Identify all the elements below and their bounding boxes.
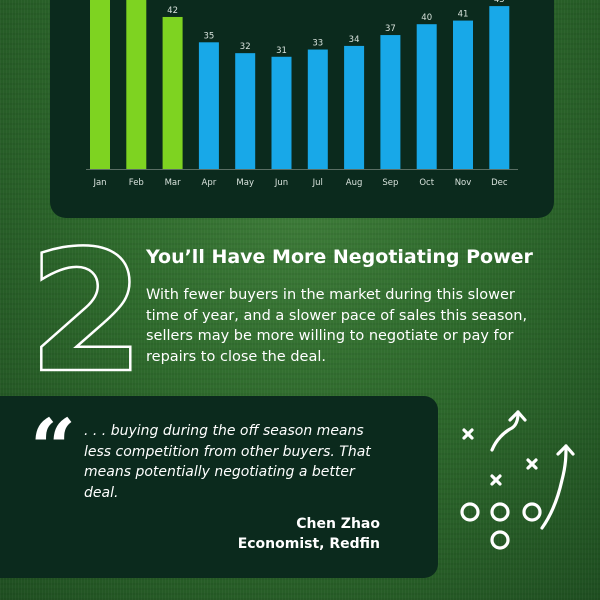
x-mark-icon xyxy=(490,474,502,486)
x-tick-label-mar: Mar xyxy=(165,178,182,188)
bar-jan xyxy=(90,0,110,169)
x-tick-label-feb: Feb xyxy=(129,178,144,188)
x-tick-label-apr: Apr xyxy=(202,178,217,188)
author-title: Economist, Redfin xyxy=(237,536,380,552)
x-tick-label-jul: Jul xyxy=(312,178,323,188)
section-number: 2 xyxy=(27,214,146,410)
x-tick-label-nov: Nov xyxy=(455,178,472,188)
quote-text: . . . buying during the off season means… xyxy=(84,423,371,501)
bar-jul xyxy=(307,49,328,169)
quote-attribution: Chen Zhao Economist, Redfin xyxy=(238,514,380,554)
bar-oct xyxy=(416,24,437,170)
x-tick-label-dec: Dec xyxy=(491,178,508,188)
bar-jun xyxy=(271,56,292,169)
data-label-may: 32 xyxy=(240,42,251,52)
bar-chart: Jan49Feb42Mar35Apr32May31Jun33Jul34Aug37… xyxy=(86,0,518,188)
bar-mar xyxy=(162,16,183,170)
bar-sep xyxy=(380,35,401,170)
data-label-apr: 35 xyxy=(203,31,214,41)
data-label-dec: 45 xyxy=(494,0,505,5)
data-label-nov: 41 xyxy=(458,10,469,20)
football-play-diagram-icon xyxy=(460,410,575,550)
x-tick-label-aug: Aug xyxy=(346,178,363,188)
section-heading: You’ll Have More Negotiating Power xyxy=(146,246,533,268)
x-tick-label-oct: Oct xyxy=(419,178,434,188)
data-label-mar: 42 xyxy=(167,6,178,16)
data-label-oct: 40 xyxy=(421,13,432,23)
chart-card: Jan49Feb42Mar35Apr32May31Jun33Jul34Aug37… xyxy=(50,0,554,218)
x-mark-icon xyxy=(462,428,474,440)
x-tick-label-may: May xyxy=(236,178,254,188)
o-mark-icon xyxy=(522,502,542,522)
data-label-sep: 37 xyxy=(385,24,396,34)
data-label-jun: 31 xyxy=(276,46,287,56)
bar-nov xyxy=(453,20,473,169)
bar-apr xyxy=(198,42,219,169)
quote-mark-icon: “ xyxy=(30,401,77,495)
x-tick-label-jan: Jan xyxy=(92,178,106,188)
bar-may xyxy=(235,53,256,169)
bar-aug xyxy=(344,45,365,169)
o-mark-icon xyxy=(460,502,480,522)
x-tick-label-sep: Sep xyxy=(382,178,398,188)
bar-feb xyxy=(126,0,147,170)
bar-dec xyxy=(489,6,510,169)
x-mark-icon xyxy=(526,458,538,470)
data-label-aug: 34 xyxy=(349,35,360,45)
o-mark-icon xyxy=(490,530,510,550)
section-body: With fewer buyers in the market during t… xyxy=(146,287,528,365)
author-name: Chen Zhao xyxy=(296,516,380,532)
route-arrow-icon xyxy=(490,410,520,452)
data-label-jul: 33 xyxy=(312,39,323,49)
o-mark-icon xyxy=(490,502,510,522)
route-arrow-icon xyxy=(540,444,568,530)
x-tick-label-jun: Jun xyxy=(274,178,288,188)
quote-card xyxy=(0,396,438,578)
